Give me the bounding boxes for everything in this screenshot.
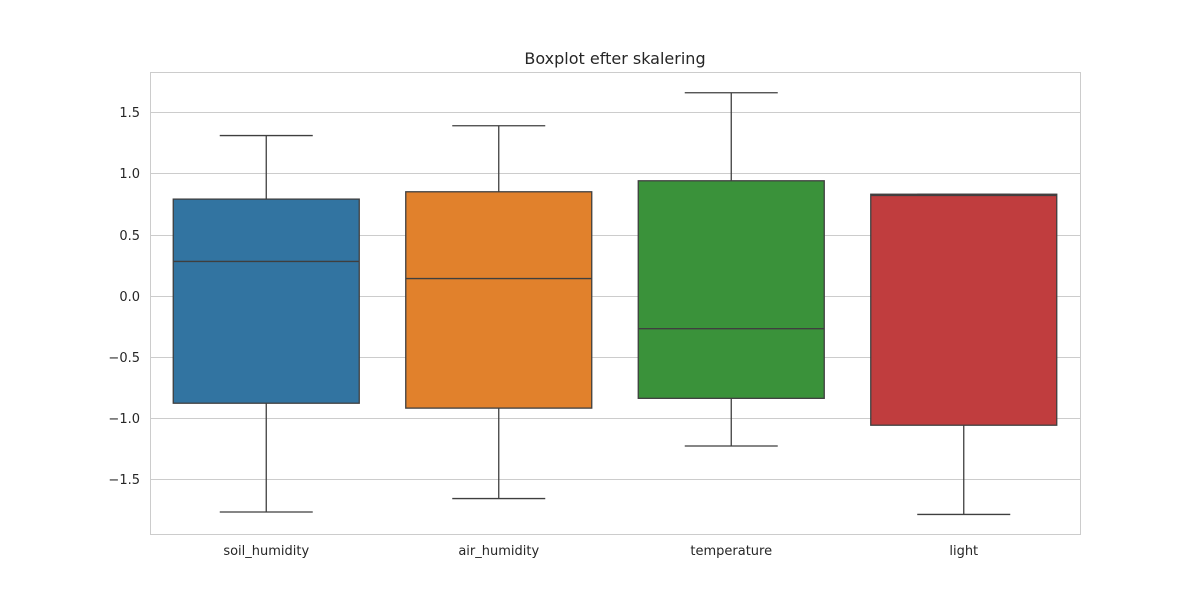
y-tick-label: 1.0 (119, 167, 140, 182)
iqr-box (637, 180, 825, 399)
y-tick-label: −1.0 (108, 412, 140, 427)
box-air_humidity (405, 125, 593, 500)
iqr-box (870, 193, 1058, 426)
box-soil_humidity (172, 134, 360, 513)
x-tick-label: temperature (690, 544, 772, 559)
iqr-box (172, 198, 360, 404)
box-temperature (637, 92, 825, 447)
box-light (870, 193, 1058, 516)
x-tick-label: air_humidity (458, 544, 539, 559)
y-tick-label: 0.0 (119, 290, 140, 305)
y-tick-label: 0.5 (119, 229, 140, 244)
y-tick-label: 1.5 (119, 106, 140, 121)
iqr-box (405, 191, 593, 409)
y-axis-ticks: 1.5 1.0 0.5 0.0 −0.5 −1.0 −1.5 (108, 106, 140, 488)
y-tick-label: −1.5 (108, 473, 140, 488)
x-axis-labels: soil_humidity air_humidity temperature ligh… (223, 544, 978, 559)
x-tick-label: light (949, 544, 978, 559)
y-tick-label: −0.5 (108, 351, 140, 366)
x-tick-label: soil_humidity (223, 544, 309, 559)
boxes (172, 92, 1058, 516)
plot-frame (150, 72, 1081, 535)
chart-title: Boxplot efter skalering (524, 49, 705, 68)
